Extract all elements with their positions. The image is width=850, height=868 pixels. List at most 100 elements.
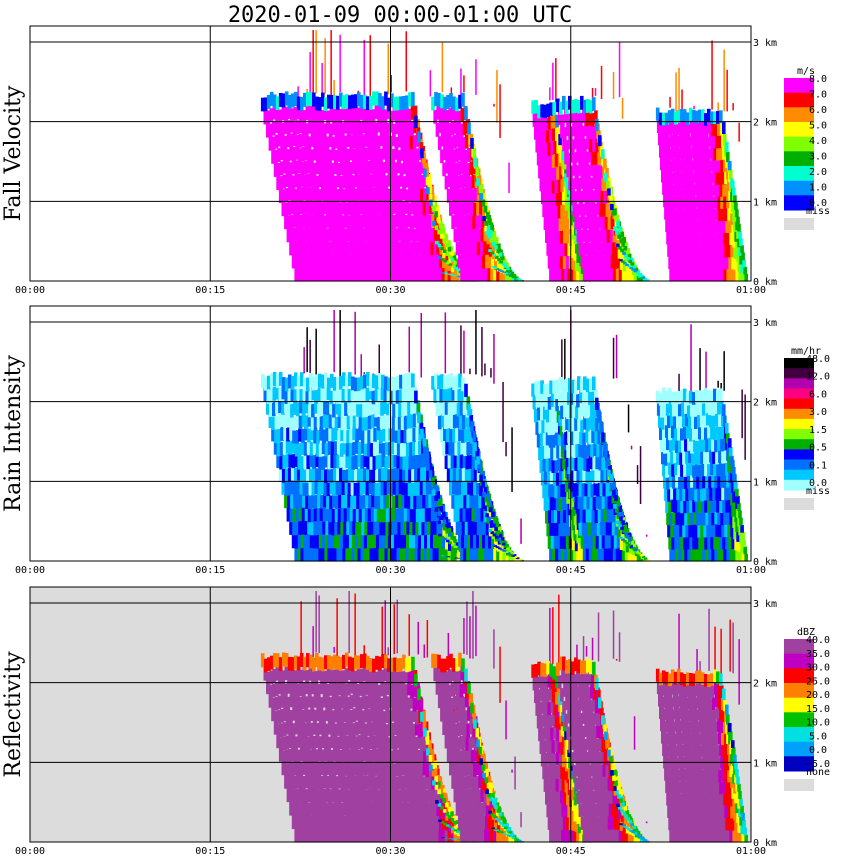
data-cell xyxy=(374,403,378,418)
data-cell xyxy=(458,146,462,161)
data-cell xyxy=(275,682,279,697)
data-cell xyxy=(365,387,370,402)
data-cell xyxy=(662,124,667,138)
data-cell xyxy=(311,775,315,790)
data-cell xyxy=(447,240,451,247)
data-cell xyxy=(392,776,396,790)
data-cell xyxy=(367,134,372,149)
data-cell xyxy=(315,591,317,653)
data-cell xyxy=(408,547,413,562)
data-cell xyxy=(341,215,345,229)
data-cell xyxy=(618,547,623,562)
data-cell xyxy=(301,788,306,803)
data-cell xyxy=(372,469,376,483)
data-cell xyxy=(408,749,412,764)
data-cell xyxy=(305,680,309,695)
data-cell xyxy=(662,399,667,413)
data-cell xyxy=(696,548,700,562)
data-cell xyxy=(393,604,395,655)
data-cell xyxy=(642,558,647,562)
data-cell xyxy=(287,656,292,671)
data-cell xyxy=(456,273,461,282)
data-cell xyxy=(378,748,382,762)
data-cell xyxy=(453,271,458,282)
data-cell xyxy=(710,500,714,513)
data-cell xyxy=(372,658,376,673)
data-cell xyxy=(450,270,455,282)
data-cell xyxy=(357,160,362,175)
data-cell xyxy=(414,454,419,469)
data-cell xyxy=(565,378,569,393)
data-cell xyxy=(614,215,618,222)
data-cell xyxy=(561,496,566,511)
data-cell xyxy=(304,708,308,723)
data-cell xyxy=(385,788,390,803)
data-cell xyxy=(282,722,287,737)
data-cell xyxy=(400,710,404,725)
data-cell xyxy=(489,506,493,513)
data-cell xyxy=(406,428,410,443)
data-cell xyxy=(590,483,595,498)
data-cell xyxy=(294,254,299,269)
data-cell xyxy=(616,520,620,525)
data-cell xyxy=(438,119,443,134)
data-cell xyxy=(402,267,407,282)
data-cell xyxy=(565,181,570,190)
data-cell xyxy=(354,267,358,282)
data-cell xyxy=(667,208,671,222)
data-cell xyxy=(423,828,428,843)
data-cell xyxy=(613,226,617,231)
data-cell xyxy=(401,775,405,790)
data-cell xyxy=(360,174,365,189)
data-cell xyxy=(295,145,299,160)
data-cell xyxy=(397,150,401,164)
data-cell xyxy=(298,148,302,163)
data-cell xyxy=(452,414,457,429)
data-cell xyxy=(330,186,334,201)
data-cell xyxy=(313,801,317,816)
data-cell xyxy=(547,421,551,436)
data-cell xyxy=(345,442,350,457)
data-cell xyxy=(687,124,691,137)
colorbar-swatch xyxy=(784,358,814,369)
data-cell xyxy=(279,176,283,190)
data-cell xyxy=(680,256,684,270)
data-cell xyxy=(445,110,449,124)
data-cell xyxy=(496,530,500,535)
data-cell xyxy=(310,696,315,711)
data-cell xyxy=(332,108,337,123)
data-cell xyxy=(369,174,374,189)
data-cell xyxy=(354,534,359,549)
data-cell xyxy=(590,241,595,256)
data-cell xyxy=(689,499,693,513)
data-cell xyxy=(671,403,676,417)
data-cell xyxy=(572,239,576,251)
data-cell xyxy=(266,400,270,415)
data-cell xyxy=(508,162,510,194)
data-cell xyxy=(319,227,324,242)
data-cell xyxy=(440,246,444,251)
data-cell xyxy=(411,547,416,562)
data-cell xyxy=(549,268,553,282)
data-cell xyxy=(619,259,623,262)
data-cell xyxy=(384,159,389,174)
data-cell xyxy=(721,134,725,148)
data-cell xyxy=(678,232,682,245)
data-cell xyxy=(389,390,394,405)
data-cell xyxy=(406,507,411,522)
data-cell xyxy=(464,467,469,482)
data-cell xyxy=(368,762,373,777)
data-cell xyxy=(408,267,413,282)
data-cell xyxy=(346,241,350,256)
data-cell xyxy=(325,149,329,164)
data-cell xyxy=(615,230,619,235)
data-cell xyxy=(339,254,344,269)
data-cell xyxy=(439,254,443,269)
data-cell xyxy=(594,509,599,524)
data-cell xyxy=(744,553,748,562)
data-cell xyxy=(458,480,462,495)
data-cell xyxy=(300,172,304,187)
data-cell xyxy=(687,548,691,562)
data-cell xyxy=(724,244,728,258)
data-cell xyxy=(552,548,556,562)
